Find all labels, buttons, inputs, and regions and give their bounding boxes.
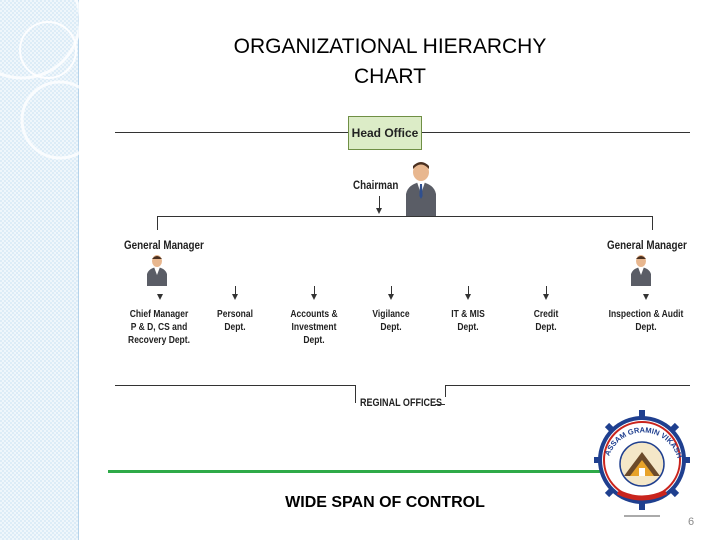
distribution-line xyxy=(157,216,652,217)
dept-connector xyxy=(235,286,236,296)
dept-connector xyxy=(314,286,315,296)
gm-right-connector xyxy=(652,216,653,230)
dept-connector xyxy=(468,286,469,296)
regional-rule-right xyxy=(445,385,690,386)
arrow-down-icon xyxy=(376,208,382,214)
page-number: 6 xyxy=(688,516,695,528)
dept-accounts-investment: Accounts & Investment Dept. xyxy=(290,309,338,346)
decorative-circles-icon xyxy=(0,0,100,160)
gm-right-label: General Manager xyxy=(607,238,687,252)
slide-title-line1: ORGANIZATIONAL HIERARCHY xyxy=(233,35,547,58)
decorative-sidebar xyxy=(0,0,79,540)
green-rule xyxy=(108,470,608,473)
dept-credit: Credit Dept. xyxy=(533,309,559,333)
bank-logo-icon: ASSAM GRAMIN VIKASH BANK xyxy=(594,404,690,517)
arrow-down-icon xyxy=(232,294,238,300)
gm-left-label: General Manager xyxy=(124,238,204,252)
person-icon xyxy=(406,162,436,216)
org-chart: Head Office Chairman General Manager Gen… xyxy=(110,110,695,420)
sidebar-edge xyxy=(78,0,79,540)
regional-rule-left xyxy=(115,385,355,386)
arrow-down-icon xyxy=(388,294,394,300)
dept-chief-manager: Chief Manager P & D, CS and Recovery Dep… xyxy=(128,309,190,346)
arrow-down-icon xyxy=(543,294,549,300)
dept-vigilance: Vigilance Dept. xyxy=(372,309,410,333)
dept-connector xyxy=(546,286,547,296)
regional-tail xyxy=(435,404,445,405)
person-icon xyxy=(147,255,167,286)
dept-connector xyxy=(391,286,392,296)
arrow-down-icon xyxy=(465,294,471,300)
dept-personal: Personal Dept. xyxy=(217,309,253,333)
slide-caption: WIDE SPAN OF CONTROL xyxy=(285,494,485,511)
head-office-box: Head Office xyxy=(348,116,422,150)
regional-offices-label: REGINAL OFFICES xyxy=(360,397,443,409)
chairman-label: Chairman xyxy=(353,178,399,192)
dept-inspection-audit: Inspection & Audit Dept. xyxy=(608,309,684,333)
chairman-connector xyxy=(379,196,380,210)
gm-left-connector xyxy=(157,216,158,230)
arrow-down-icon xyxy=(157,294,163,300)
dept-it-mis: IT & MIS Dept. xyxy=(451,309,485,333)
regional-bracket-right xyxy=(445,385,446,397)
person-icon xyxy=(631,255,651,286)
arrow-down-icon xyxy=(311,294,317,300)
arrow-down-icon xyxy=(643,294,649,300)
slide-title-line2: CHART xyxy=(354,65,426,88)
regional-bracket-left xyxy=(355,385,356,403)
